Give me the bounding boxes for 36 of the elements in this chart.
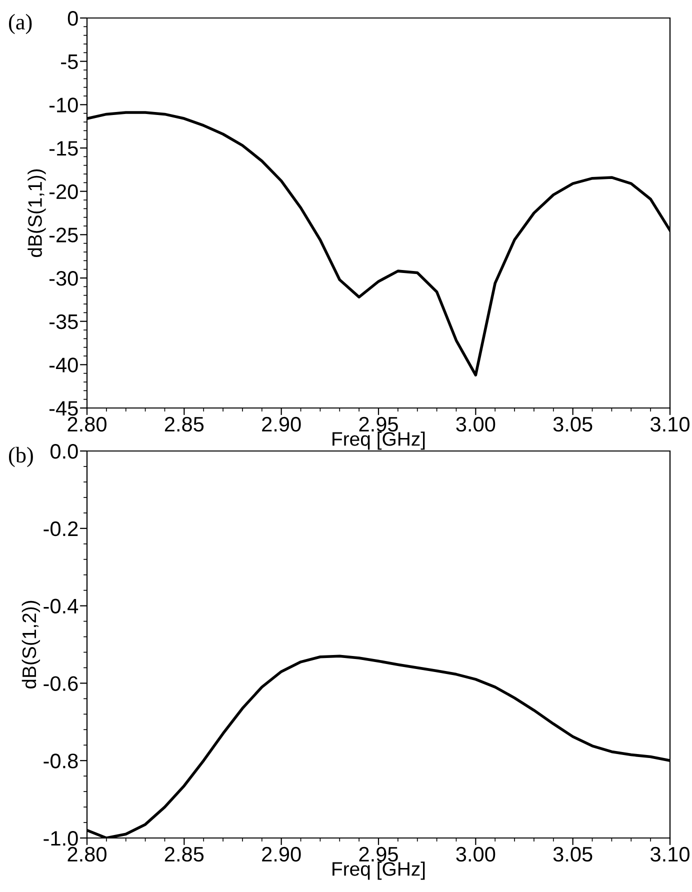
y-tick-label: -0.4 (44, 598, 78, 614)
x-tick-label: 2.95 (359, 416, 398, 432)
x-tick-label: 2.85 (164, 846, 204, 862)
x-axis-title: Freq [GHz] (332, 432, 425, 450)
x-tick-label: 2.95 (359, 846, 398, 862)
x-tick-label: 3.00 (456, 846, 496, 862)
y-tick-label: 0.0 (50, 444, 78, 459)
y-tick-label: -0.8 (44, 754, 78, 768)
y-tick-label: -35 (49, 314, 78, 330)
y-tick-label: -40 (49, 358, 78, 372)
x-tick-label: 3.05 (553, 416, 592, 432)
y-axis-title: dB(S(1,2)) (22, 600, 40, 689)
x-tick-label: 3.05 (553, 846, 592, 862)
x-axis-title: Freq [GHz] (332, 862, 425, 880)
y-tick-label: -30 (49, 271, 78, 286)
y-tick-label: -0.2 (44, 521, 78, 536)
y-tick-label: -25 (49, 228, 78, 242)
y-tick-label: -1.0 (44, 831, 78, 846)
text: (a) (8, 14, 32, 34)
y-tick-label: -0.6 (44, 676, 78, 691)
y-tick-label: -45 (49, 401, 78, 416)
x-tick-label: 3.10 (650, 846, 690, 862)
y-tick-label: -10 (49, 98, 78, 112)
y-tick-label: 0 (68, 11, 78, 26)
x-tick-label: 3.00 (456, 416, 496, 432)
x-tick-label: 2.90 (262, 416, 301, 432)
y-axis-title: dB(S(1,1)) (28, 169, 46, 258)
text: (b) (8, 446, 33, 468)
y-tick-label: -5 (61, 54, 78, 70)
x-tick-label: 2.90 (262, 846, 301, 862)
x-tick-label: 2.80 (68, 416, 106, 432)
x-tick-label: 3.10 (650, 416, 690, 432)
x-tick-label: 2.80 (68, 846, 106, 862)
y-tick-label: -15 (49, 141, 78, 156)
y-tick-label: -20 (49, 184, 78, 200)
x-tick-label: 2.85 (164, 416, 204, 432)
